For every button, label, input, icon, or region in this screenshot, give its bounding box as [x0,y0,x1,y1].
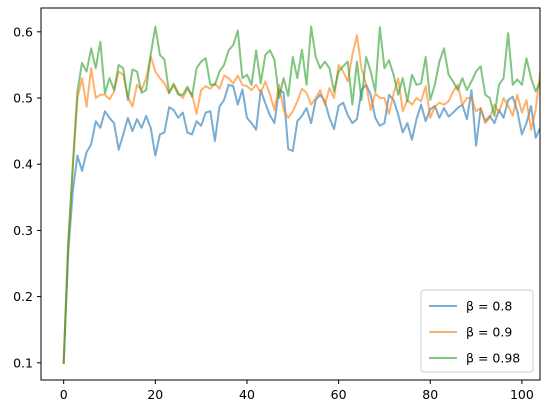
y-tick-label: 0.3 [13,223,33,238]
series-line-3 [62,25,540,364]
y-tick-label: 0.5 [13,91,33,106]
legend: β = 0.8 β = 0.9 β = 0.98 [420,289,534,373]
x-tick-label: 80 [422,387,438,402]
x-axis: 0 20 40 60 80 100 [60,380,534,402]
legend-label-2: β = 0.9 [466,325,512,340]
legend-label-3: β = 0.98 [466,351,520,366]
y-tick-label: 0.4 [13,157,33,172]
x-tick-label: 20 [147,387,163,402]
y-axis: 0.1 0.2 0.3 0.4 0.5 0.6 [13,24,41,370]
y-tick-label: 0.1 [13,355,33,370]
legend-label-1: β = 0.8 [466,299,512,314]
legend-entries: β = 0.8 β = 0.9 β = 0.98 [429,299,520,366]
series-layer [62,25,540,364]
y-tick-label: 0.2 [13,289,33,304]
x-tick-label: 60 [331,387,347,402]
plot-area [62,25,540,364]
series-line-2 [62,34,540,364]
x-tick-label: 40 [239,387,255,402]
x-tick-label: 100 [510,387,534,402]
x-tick-label: 0 [60,387,68,402]
legend-box [420,289,534,373]
plot-frame [40,7,541,381]
y-tick-label: 0.6 [13,24,33,39]
